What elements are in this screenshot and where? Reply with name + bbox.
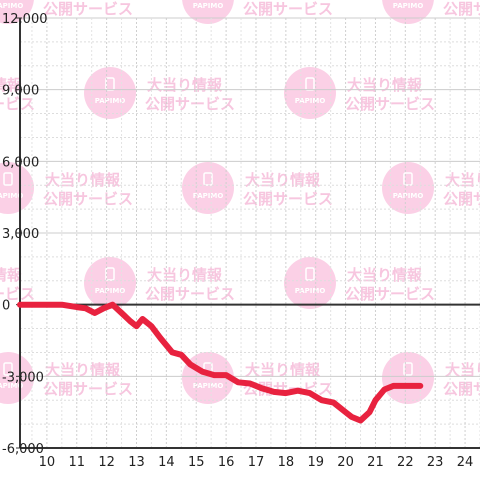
watermark-logo-circle <box>284 257 336 309</box>
x-tick-label: 20 <box>337 455 354 470</box>
watermark-line1: 大当り情報 <box>347 266 423 284</box>
x-tick-label: 14 <box>158 455 175 470</box>
watermark-line1: 大当り情報 <box>445 361 480 379</box>
watermark-line2: 公開サービス <box>43 380 133 398</box>
watermark-line1: 大当り情報 <box>45 171 121 189</box>
x-tick-label: 23 <box>427 455 444 470</box>
watermark-line2: 公開サービス <box>443 190 480 208</box>
grid-lines <box>20 17 480 449</box>
watermark-logo-circle <box>182 162 234 214</box>
watermark-line2: 公開サービス <box>443 380 480 398</box>
watermark-line1: 大当り情報 <box>347 76 423 94</box>
x-tick-label: 11 <box>68 455 85 470</box>
watermark-logo-circle <box>0 0 34 24</box>
y-tick-label: 12,000 <box>2 12 48 27</box>
watermark-logo-circle <box>0 352 34 404</box>
x-tick-label: 19 <box>307 455 324 470</box>
watermark-logo-text: PAPIMO <box>0 2 23 10</box>
watermark-logo-text: PAPIMO <box>193 192 224 200</box>
watermark-line2: 公開サービス <box>145 95 235 113</box>
watermark-logo-circle <box>84 67 136 119</box>
watermark-line2: 公開サービス <box>43 190 133 208</box>
watermark-logo-text: PAPIMO <box>193 382 224 390</box>
watermark-phone-icon <box>305 267 315 281</box>
watermark-logo-circle <box>84 257 136 309</box>
watermark-logo-circle <box>284 67 336 119</box>
watermark-phone-icon <box>403 362 413 376</box>
watermark-logo-circle <box>382 162 434 214</box>
y-tick-label: -3,000 <box>2 370 44 385</box>
x-tick-label: 18 <box>278 455 295 470</box>
watermark-line2: 公開サービス <box>43 0 133 18</box>
y-tick-labels: -6,000 -3,000 0 3,000 6,000 9,000 12,000 <box>2 12 48 457</box>
watermark-line2: 公開サービス <box>0 95 35 113</box>
y-tick-label: 9,000 <box>2 84 39 99</box>
watermark-line2: 公開サービス <box>243 0 333 18</box>
watermark-line1: 大当り情報 <box>445 171 480 189</box>
watermark-phone-icon <box>3 362 13 376</box>
x-tick-label: 16 <box>218 455 235 470</box>
y-tick-label: -6,000 <box>2 442 44 457</box>
y-tick-label: 0 <box>2 299 10 314</box>
x-tick-label: 24 <box>457 455 474 470</box>
x-tick-label: 12 <box>98 455 115 470</box>
x-tick-label: 17 <box>248 455 265 470</box>
watermark-logo-text: PAPIMO <box>393 2 424 10</box>
axes <box>16 17 480 449</box>
watermark-line2: 公開サービス <box>145 285 235 303</box>
watermark-logo-text: PAPIMO <box>95 287 126 295</box>
watermark-line1: 大当り情報 <box>45 361 121 379</box>
watermark-phone-icon <box>105 267 115 281</box>
watermark-line2: 公開サービス <box>243 190 333 208</box>
watermark-logo-text: PAPIMO <box>295 97 326 105</box>
y-tick-label: 3,000 <box>2 227 39 242</box>
watermark-logo-text: PAPIMO <box>193 2 224 10</box>
x-tick-label: 21 <box>367 455 384 470</box>
watermark-logo-text: PAPIMO <box>0 192 23 200</box>
watermark-logo-circle <box>0 162 34 214</box>
watermark-line2: 公開サービス <box>443 0 480 18</box>
watermark-logo-circle <box>382 352 434 404</box>
x-tick-label: 22 <box>397 455 414 470</box>
watermark-line2: 公開サービス <box>0 285 35 303</box>
watermark-logo-text: PAPIMO <box>95 97 126 105</box>
x-tick-label: 15 <box>188 455 205 470</box>
x-tick-label: 10 <box>39 455 56 470</box>
series-layer <box>17 301 424 424</box>
watermark-line1: 大当り情報 <box>0 266 23 284</box>
watermark-logo-text: PAPIMO <box>0 382 23 390</box>
watermark-layer: PAPIMO大当り情報公開サービスPAPIMO大当り情報公開サービスPAPIMO… <box>0 0 480 404</box>
watermark-logo-text: PAPIMO <box>295 287 326 295</box>
series-line-0 <box>17 301 424 424</box>
y-tick-label: 6,000 <box>2 155 39 170</box>
x-tick-labels: 10 11 12 13 14 15 16 17 18 19 20 21 22 23 24 <box>39 455 474 470</box>
watermark-line1: 大当り情報 <box>245 361 321 379</box>
x-tick-label: 13 <box>128 455 145 470</box>
watermark-logo-text: PAPIMO <box>393 192 424 200</box>
watermark-phone-icon <box>3 172 13 186</box>
watermark-line1: 大当り情報 <box>245 171 321 189</box>
